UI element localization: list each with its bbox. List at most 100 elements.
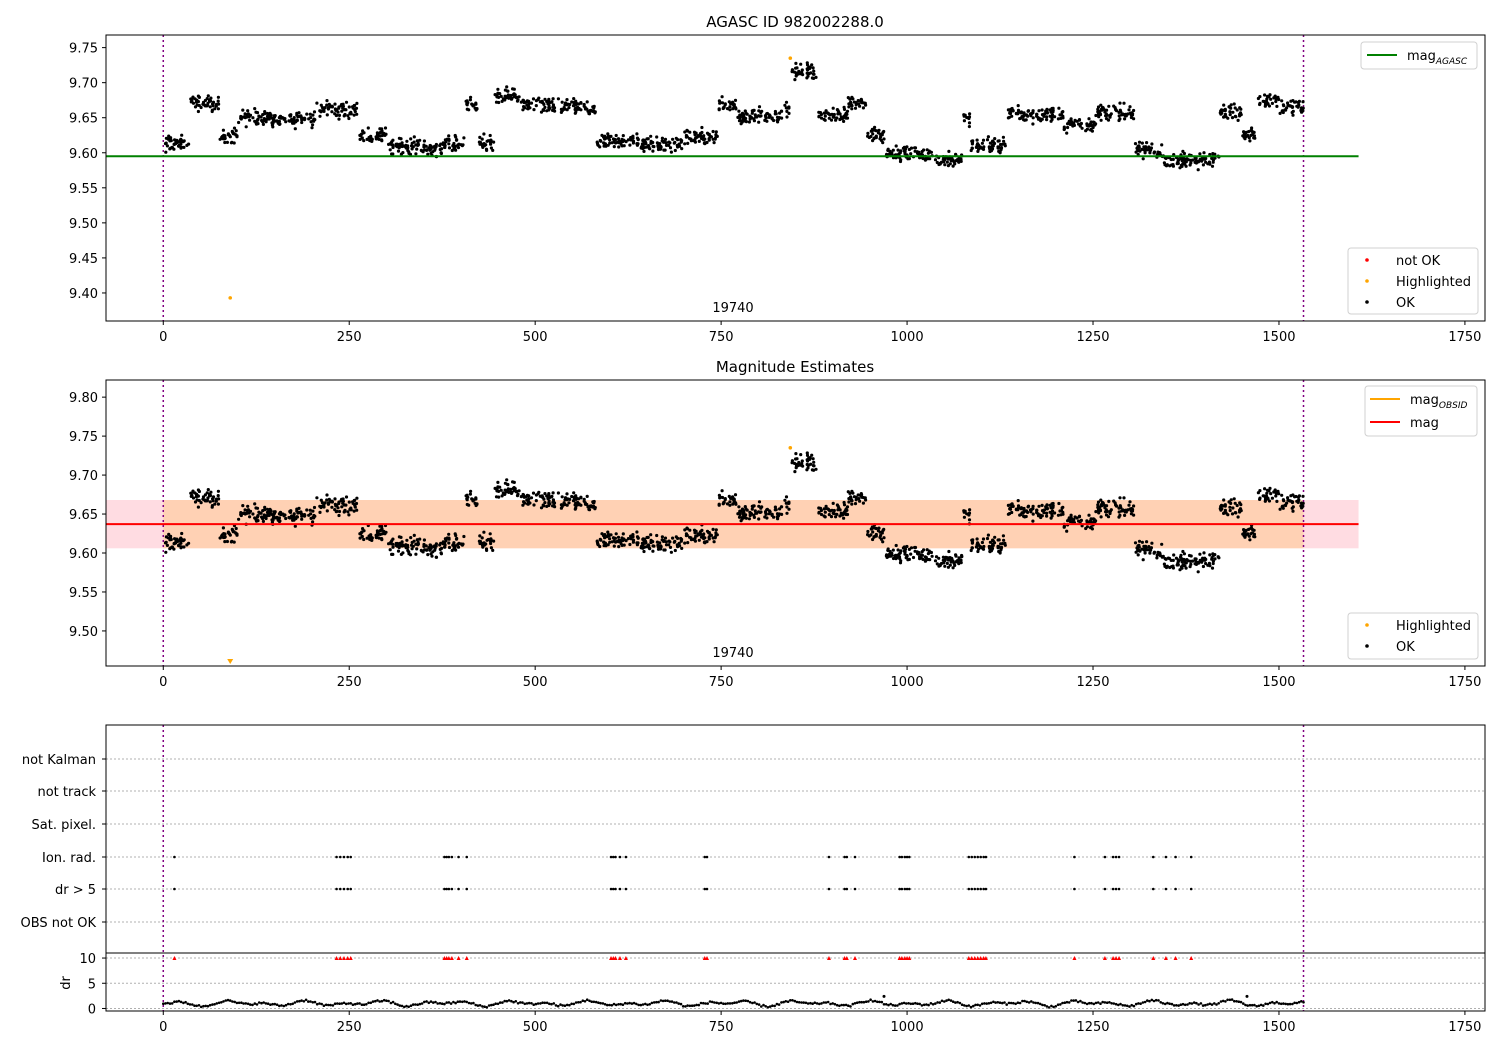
dr-point xyxy=(166,1001,169,1005)
data-point-ok xyxy=(216,489,220,493)
data-point-ok xyxy=(410,147,414,151)
data-point-ok xyxy=(431,550,435,554)
data-point-ok xyxy=(842,119,846,123)
data-point-ok xyxy=(1003,543,1007,547)
data-point-ok xyxy=(1256,96,1260,101)
data-point-ok xyxy=(251,512,255,516)
data-point-ok xyxy=(341,501,345,505)
data-point-ok xyxy=(480,536,484,540)
data-point-ok xyxy=(227,532,231,536)
data-point-ok xyxy=(946,565,951,569)
data-point-ok xyxy=(1253,535,1257,539)
data-point-ok xyxy=(664,543,669,547)
data-point-ok xyxy=(621,532,625,536)
data-point-ok xyxy=(1282,499,1286,503)
dr-gt5-flag-point xyxy=(843,887,846,891)
data-point-ok xyxy=(1280,493,1284,497)
dr-clipped-marker xyxy=(978,956,983,961)
data-point-ok xyxy=(976,542,980,546)
data-point-ok xyxy=(232,126,237,130)
data-point-ok xyxy=(835,116,839,120)
data-point-ok xyxy=(780,512,784,517)
data-point-ok xyxy=(492,539,496,543)
dr-point xyxy=(1119,1002,1122,1006)
data-point-ok xyxy=(322,501,326,506)
data-point-ok xyxy=(683,130,687,134)
data-point-ok xyxy=(671,536,675,540)
dr-point xyxy=(322,1004,326,1007)
data-point-ok xyxy=(812,468,816,472)
data-point-ok xyxy=(874,134,878,138)
data-point-ok xyxy=(509,93,513,98)
dr-point xyxy=(831,1002,834,1005)
x-tick-label: 1000 xyxy=(891,675,924,690)
dr-gt5-flag-point xyxy=(976,887,980,891)
data-point-ok xyxy=(297,506,301,510)
data-point-ok xyxy=(737,119,742,123)
dr-point xyxy=(909,1002,913,1006)
dr-point xyxy=(1288,1002,1292,1006)
dr-point xyxy=(1150,998,1154,1002)
data-point-ok xyxy=(399,552,403,557)
y-tick-label: 9.60 xyxy=(69,547,98,562)
dr-point xyxy=(197,1004,201,1007)
dr-point xyxy=(1192,1001,1196,1004)
data-point-ok xyxy=(859,99,863,103)
data-point-ok xyxy=(1272,96,1276,100)
dr-point xyxy=(1195,1001,1198,1005)
data-point-ok xyxy=(562,106,566,110)
dr-point xyxy=(925,1003,928,1006)
data-point-ok xyxy=(1062,127,1066,132)
data-point-ok xyxy=(888,549,892,554)
data-point-ok xyxy=(177,144,181,148)
data-point-ok xyxy=(1140,540,1144,544)
data-point-ok xyxy=(866,529,870,534)
data-point-ok xyxy=(617,145,621,149)
dr-point xyxy=(387,999,390,1003)
data-point-ok xyxy=(486,139,490,143)
data-point-ok xyxy=(612,140,616,144)
data-point-ok xyxy=(905,553,909,558)
dr-point xyxy=(809,1001,812,1005)
data-point-ok xyxy=(842,105,846,109)
data-point-ok xyxy=(262,513,266,517)
data-point-ok xyxy=(729,102,733,106)
data-point-ok xyxy=(596,143,600,147)
data-point-ok xyxy=(587,507,591,511)
dr-point xyxy=(644,1002,647,1006)
data-point-ok xyxy=(911,555,916,560)
data-point-ok xyxy=(806,74,810,78)
data-point-ok xyxy=(169,534,173,538)
dr-point xyxy=(1041,1003,1044,1007)
dr-point xyxy=(1014,1002,1017,1006)
data-point-ok xyxy=(498,92,502,96)
dr-point xyxy=(1070,999,1073,1002)
data-point-ok xyxy=(955,559,959,564)
data-point-ok xyxy=(1123,513,1127,518)
data-point-ok xyxy=(504,490,509,494)
data-point-ok xyxy=(237,120,241,125)
data-point-ok xyxy=(842,500,846,505)
data-point-ok xyxy=(556,491,561,495)
data-point-ok xyxy=(1180,558,1184,562)
dr-point xyxy=(340,1002,344,1005)
data-point-ok xyxy=(926,157,930,161)
data-point-ok xyxy=(337,513,341,518)
data-point-ok xyxy=(699,532,703,536)
legend-line-label: mag xyxy=(1410,416,1439,431)
x-tick-label: 750 xyxy=(709,330,734,345)
data-point-ok xyxy=(1060,110,1064,114)
data-point-ok xyxy=(180,531,184,536)
data-point-ok xyxy=(258,511,262,515)
data-point-ok xyxy=(405,538,409,542)
data-point-ok xyxy=(452,144,456,148)
data-point-ok xyxy=(645,535,649,540)
data-point-ok xyxy=(1175,162,1179,166)
data-point-ok xyxy=(859,493,863,497)
data-point-ok xyxy=(1178,555,1183,559)
data-point-ok xyxy=(800,459,804,463)
data-point-ok xyxy=(1147,545,1151,549)
data-point-ok xyxy=(248,515,252,519)
data-point-ok xyxy=(738,113,742,117)
dr-point xyxy=(956,1000,959,1004)
